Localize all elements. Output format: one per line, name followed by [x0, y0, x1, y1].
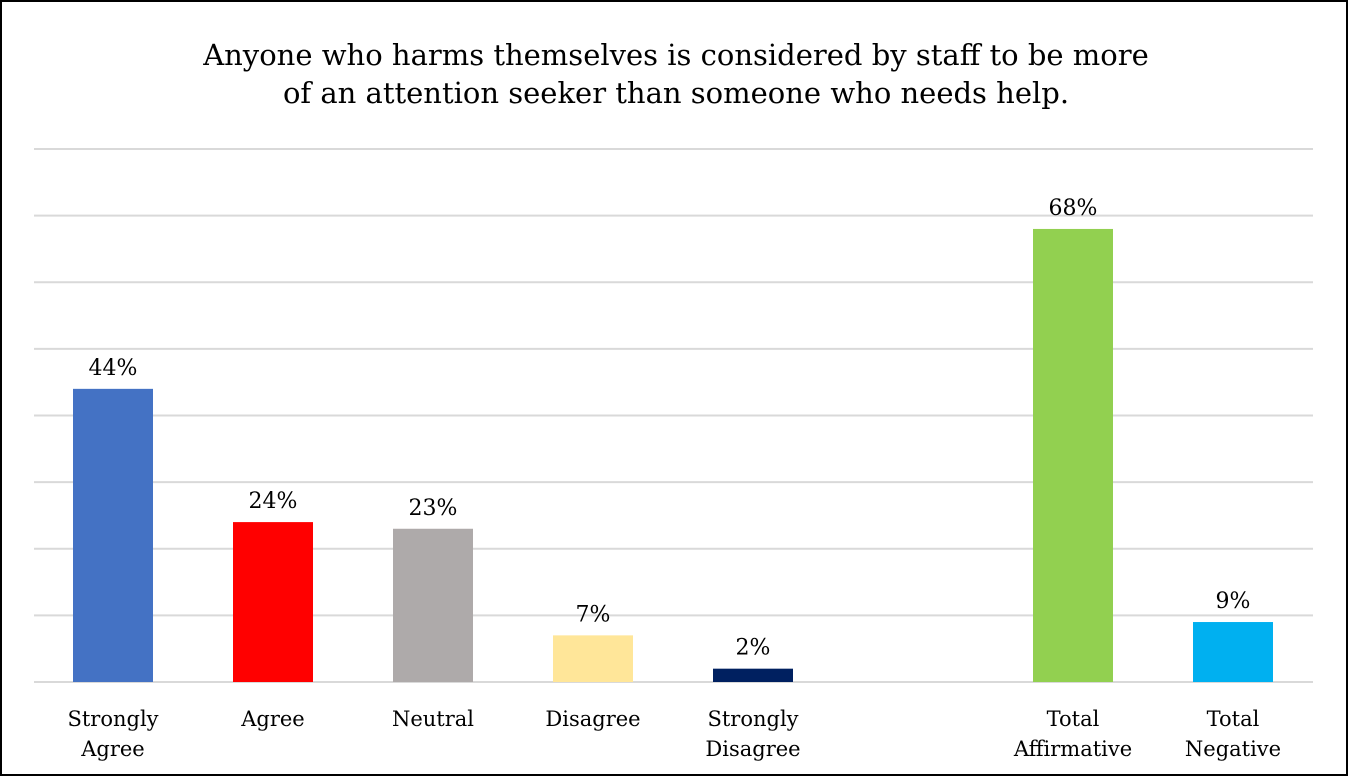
category-label-strongly-disagree: Strongly Disagree	[705, 707, 800, 761]
bar-strongly-disagree	[713, 668, 793, 682]
data-label-strongly-disagree: 2%	[736, 636, 771, 661]
data-label-total-affirmative: 68%	[1049, 196, 1098, 221]
bar-strongly-agree	[73, 388, 153, 682]
category-label-strongly-agree: Strongly Agree	[67, 707, 158, 761]
data-label-total-negative: 9%	[1216, 589, 1251, 614]
data-label-strongly-agree: 44%	[89, 356, 138, 381]
category-label-disagree: Disagree	[545, 707, 640, 731]
chart-title: Anyone who harms themselves is considere…	[42, 36, 1310, 112]
data-label-agree: 24%	[249, 489, 298, 514]
category-label-total-affirmative: Total Affirmative	[1013, 707, 1132, 761]
bar-neutral	[393, 528, 473, 682]
chart-title-line-2: of an attention seeker than someone who …	[282, 76, 1070, 110]
bar-total-affirmative	[1033, 228, 1113, 682]
chart-title-line-1: Anyone who harms themselves is considere…	[203, 38, 1149, 72]
data-label-disagree: 7%	[576, 602, 611, 627]
bar-disagree	[553, 635, 633, 682]
category-label-total-negative: Total Negative	[1185, 707, 1281, 761]
category-label-agree: Agree	[240, 707, 305, 731]
category-label-neutral: Neutral	[392, 707, 474, 731]
bar-total-negative	[1193, 622, 1273, 682]
bar-agree	[233, 522, 313, 682]
data-label-neutral: 23%	[409, 496, 458, 521]
